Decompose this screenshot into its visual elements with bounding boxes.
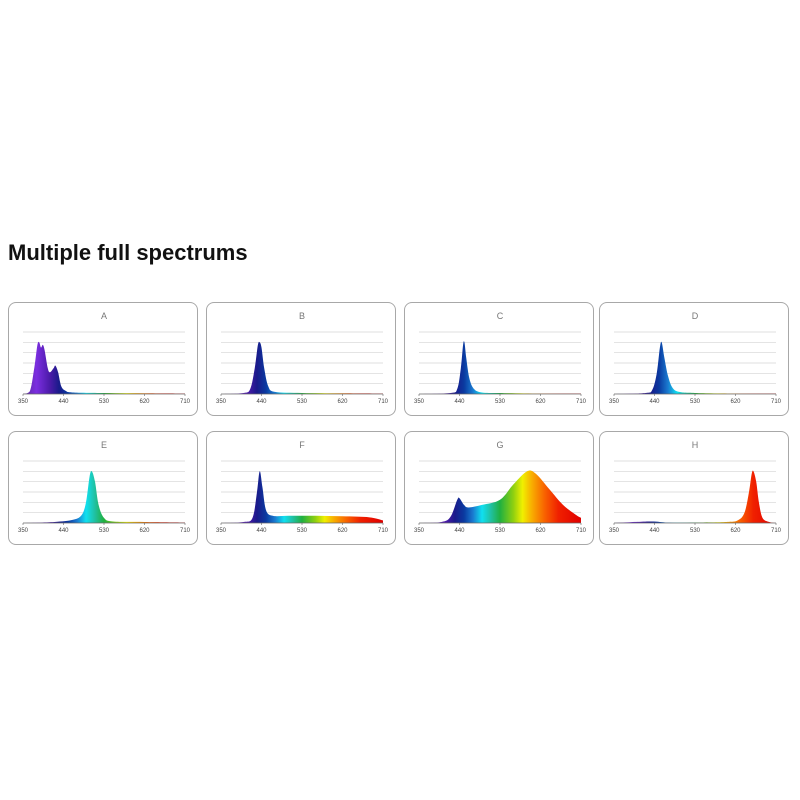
- spectrum-chart: A 350 440 530 620 710: [18, 311, 191, 405]
- spectrum-chart: B 350 440 530 620 710: [216, 311, 389, 405]
- tick-label: 530: [495, 528, 506, 534]
- tick-label: 350: [216, 399, 227, 405]
- spectrum-area: [23, 471, 185, 523]
- spectrum-panel-e: E 350 440 530 620 710: [8, 431, 198, 545]
- tick-label: 710: [771, 399, 782, 405]
- panel-title: D: [692, 311, 699, 321]
- spectrum-chart: F 350 440 530 620 710: [216, 440, 389, 534]
- spectrum-panel-g: G 350 440 530 620 710: [404, 431, 594, 545]
- tick-label: 620: [337, 399, 348, 405]
- tick-label: 620: [535, 528, 546, 534]
- tick-label: 530: [690, 528, 701, 534]
- tick-label: 350: [216, 528, 227, 534]
- panel-title: C: [497, 311, 504, 321]
- tick-label: 350: [414, 528, 425, 534]
- tick-label: 440: [649, 399, 660, 405]
- spectrum-area: [23, 341, 185, 394]
- spectrum-area: [614, 470, 776, 523]
- tick-label: 350: [414, 399, 425, 405]
- tick-label: 620: [139, 528, 150, 534]
- spectrum-panel-f: F 350 440 530 620 710: [206, 431, 396, 545]
- tick-label: 710: [378, 399, 389, 405]
- spectrum-panel-a: A 350 440 530 620 710: [8, 302, 198, 416]
- tick-label: 710: [378, 528, 389, 534]
- panel-title: B: [299, 311, 305, 321]
- spectrum-panel-c: C 350 440 530 620 710: [404, 302, 594, 416]
- spectrum-area: [419, 470, 581, 523]
- tick-label: 710: [180, 528, 191, 534]
- spectrum-area: [221, 471, 383, 523]
- tick-label: 620: [730, 399, 741, 405]
- spectrum-chart: E 350 440 530 620 710: [18, 440, 191, 534]
- tick-label: 620: [535, 399, 546, 405]
- tick-label: 620: [139, 399, 150, 405]
- tick-label: 530: [297, 399, 308, 405]
- tick-label: 530: [297, 528, 308, 534]
- tick-label: 440: [454, 399, 465, 405]
- spectrum-chart: H 350 440 530 620 710: [609, 440, 782, 534]
- tick-label: 350: [18, 399, 29, 405]
- tick-label: 350: [18, 528, 29, 534]
- spectrum-chart: D 350 440 530 620 710: [609, 311, 782, 405]
- spectrum-chart: C 350 440 530 620 710: [414, 311, 587, 405]
- tick-label: 710: [180, 399, 191, 405]
- tick-label: 350: [609, 528, 620, 534]
- tick-label: 530: [690, 399, 701, 405]
- tick-label: 710: [576, 399, 587, 405]
- tick-label: 440: [649, 528, 660, 534]
- page-title: Multiple full spectrums: [8, 240, 248, 265]
- spectrum-area: [419, 341, 581, 394]
- spectrum-panel-h: H 350 440 530 620 710: [599, 431, 789, 545]
- tick-label: 440: [256, 399, 267, 405]
- tick-label: 530: [99, 528, 110, 534]
- panel-title: G: [496, 440, 503, 450]
- spectrum-chart: G 350 440 530 620 710: [414, 440, 587, 534]
- spectrum-area: [221, 341, 383, 394]
- spectrum-area: [614, 341, 776, 394]
- tick-label: 620: [730, 528, 741, 534]
- tick-label: 710: [771, 528, 782, 534]
- tick-label: 710: [576, 528, 587, 534]
- panel-title: E: [101, 440, 107, 450]
- tick-label: 440: [58, 528, 69, 534]
- tick-label: 530: [99, 399, 110, 405]
- spectrum-panel-b: B 350 440 530 620 710: [206, 302, 396, 416]
- panel-title: F: [299, 440, 305, 450]
- tick-label: 440: [58, 399, 69, 405]
- tick-label: 440: [454, 528, 465, 534]
- panel-title: H: [692, 440, 699, 450]
- tick-label: 620: [337, 528, 348, 534]
- tick-label: 350: [609, 399, 620, 405]
- spectrum-panel-d: D 350 440 530 620 710: [599, 302, 789, 416]
- panel-title: A: [101, 311, 107, 321]
- tick-label: 530: [495, 399, 506, 405]
- tick-label: 440: [256, 528, 267, 534]
